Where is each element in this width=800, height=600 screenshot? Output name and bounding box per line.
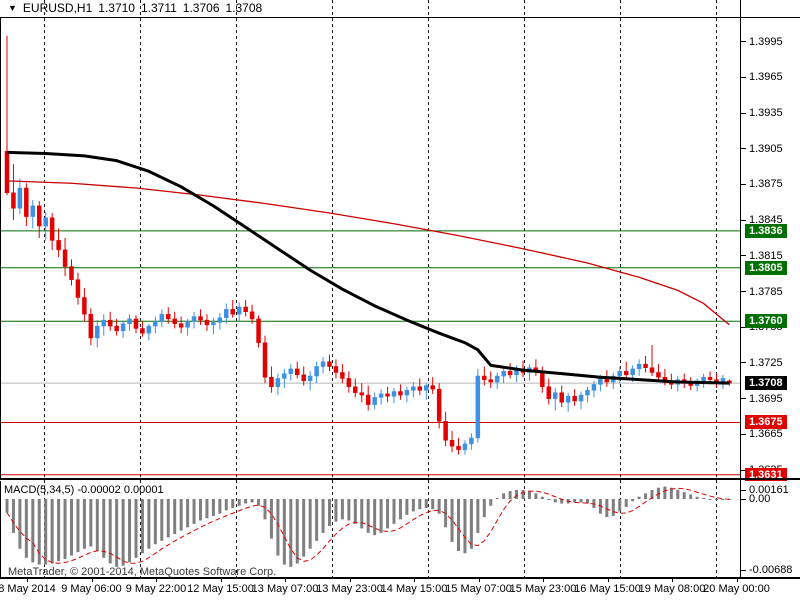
time-tick-label: 13 May 07:00: [251, 583, 319, 595]
title-divider: [0, 17, 800, 18]
macd-name: MACD(5,34,5): [4, 484, 75, 496]
time-tick-label: 8 May 2014: [0, 583, 56, 595]
price-tick: [741, 433, 746, 435]
grid-lines: [44, 0, 717, 577]
price-level-badge: 1.3805: [745, 260, 787, 275]
macd-signal-line: [6, 487, 730, 564]
price-tick: [741, 362, 746, 364]
macd-tick-label: 0.00161: [749, 484, 789, 496]
price-tick-label: 1.3695: [749, 392, 783, 405]
price-tick-label: 1.3965: [749, 71, 783, 84]
time-tick-label: 14 May 15:00: [380, 583, 448, 595]
price-tick: [741, 183, 746, 185]
macd-histogram: [5, 486, 731, 567]
price-tick: [741, 255, 746, 257]
time-tick-label: 16 May 15:00: [574, 583, 641, 595]
symbol-period-label: EURUSD,H1: [22, 1, 93, 15]
time-tick-label: 12 May 15:00: [187, 583, 254, 595]
time-tick-label: 15 May 23:00: [509, 583, 577, 595]
ma-fast-red: [6, 180, 730, 326]
time-axis[interactable]: 8 May 2014 9 May 06:00 9 May 22:00 12 May 1…: [0, 578, 800, 598]
price-tick: [741, 291, 746, 293]
time-tick-label: 19 May 08:00: [638, 583, 706, 595]
quote-high: 1.3711: [140, 1, 177, 15]
macd-indicator-label: MACD(5,34,5) -0.00002 0.00001: [4, 484, 164, 496]
macd-tick-label: -0.00688: [749, 564, 793, 576]
price-level-badge: 1.3631: [745, 467, 787, 481]
time-tick: [672, 578, 673, 582]
price-tick: [741, 41, 746, 43]
time-tick-label: 9 May 22:00: [125, 583, 187, 595]
price-tick-label: 1.3785: [749, 285, 783, 298]
symbol-dropdown-icon[interactable]: ▼: [8, 3, 17, 13]
price-level-badge: 1.3708: [745, 376, 787, 391]
price-tick: [741, 76, 746, 78]
price-chart[interactable]: [0, 17, 740, 478]
quote-open: 1.3710: [98, 1, 135, 15]
time-tick-label: 20 May 00:00: [703, 583, 770, 595]
price-tick: [741, 469, 746, 471]
price-tick: [741, 112, 746, 114]
price-level-badge: 1.3836: [745, 223, 787, 238]
time-tick: [607, 578, 609, 582]
candles: [4, 35, 732, 455]
macd-main-value: -0.00002: [77, 484, 121, 496]
macd-scale[interactable]: 0.00161 0.00 -0.00688: [740, 481, 800, 578]
time-tick: [91, 578, 93, 582]
panel-separator[interactable]: [0, 478, 800, 480]
price-tick-label: 1.3905: [749, 142, 783, 155]
time-tick: [220, 578, 222, 582]
macd-tick: [741, 499, 746, 500]
quote-close: 1.3708: [225, 1, 263, 15]
price-level-badge: 1.3760: [745, 314, 787, 329]
chart-title: ▼ EURUSD,H1 1.3710 1.3711 1.3706 1.3708: [0, 0, 740, 16]
price-tick-label: 1.3665: [749, 428, 783, 441]
price-scale[interactable]: 1.3995 1.3965 1.3935 1.3905 1.3875 1.3845 1.38…: [740, 0, 800, 481]
time-tick: [414, 578, 415, 582]
ma-slow-black: [6, 150, 730, 385]
time-tick: [156, 578, 157, 582]
bottom-border: [0, 577, 800, 579]
price-tick: [741, 398, 746, 400]
time-tick: [27, 578, 28, 582]
time-tick: [736, 578, 738, 582]
macd-chart[interactable]: [0, 481, 740, 577]
macd-tick: [741, 490, 746, 491]
time-tick: [285, 578, 286, 582]
price-tick-label: 1.3725: [749, 356, 783, 369]
time-tick: [349, 578, 351, 582]
time-tick-label: 13 May 23:00: [316, 583, 383, 595]
time-tick: [543, 578, 544, 582]
quote-low: 1.3706: [182, 1, 220, 15]
price-tick-label: 1.3815: [749, 249, 783, 262]
macd-tick-label: 0.00: [749, 493, 771, 505]
macd-tick: [741, 570, 746, 571]
time-tick-label: 9 May 06:00: [61, 583, 122, 595]
price-level-badge: 1.3675: [745, 415, 787, 430]
time-tick-label: 15 May 07:00: [445, 583, 512, 595]
price-tick: [741, 326, 746, 328]
price-tick-label: 1.3875: [749, 178, 783, 191]
price-tick-label: 1.3995: [749, 35, 783, 48]
watermark: MetaTrader, © 2001-2014, MetaQuotes Soft…: [8, 566, 277, 578]
price-tick: [741, 219, 746, 221]
macd-signal-value: 0.00001: [123, 484, 164, 496]
price-tick-label: 1.3845: [749, 214, 783, 227]
price-tick: [741, 148, 746, 150]
time-tick: [478, 578, 480, 582]
price-tick-label: 1.3935: [749, 107, 783, 120]
